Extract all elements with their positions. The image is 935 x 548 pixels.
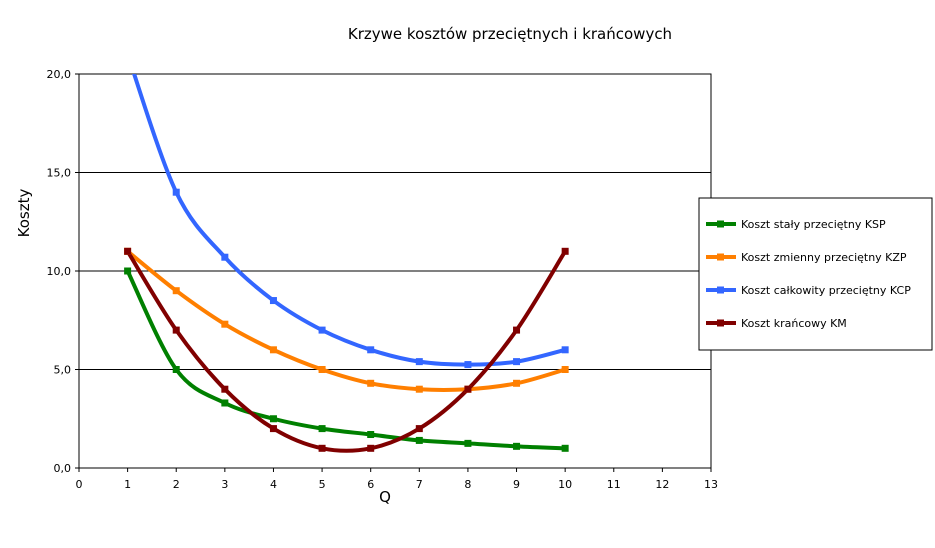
- x-tick-label: 6: [367, 478, 374, 491]
- data-point-marker: [561, 346, 569, 354]
- series-line: [125, 249, 568, 453]
- legend-swatch-marker: [717, 319, 724, 327]
- data-point-marker: [172, 188, 180, 196]
- data-point-marker: [415, 385, 423, 393]
- data-point-marker: [415, 425, 423, 433]
- x-tick-label: 13: [704, 478, 718, 491]
- data-point-marker: [513, 379, 521, 387]
- y-tick-label: 15,0: [47, 167, 72, 180]
- data-point-marker: [221, 253, 229, 261]
- data-point-marker: [367, 431, 375, 439]
- legend-swatch-marker: [717, 286, 724, 294]
- gridlines: [79, 73, 711, 469]
- data-point-marker: [124, 247, 132, 255]
- data-point-marker: [172, 366, 180, 373]
- data-point-marker: [124, 267, 132, 275]
- legend-label: Koszt zmienny przeciętny KZP: [741, 251, 907, 264]
- data-point-marker: [561, 444, 569, 452]
- data-point-marker: [269, 297, 277, 305]
- x-tick-label: 2: [173, 478, 180, 491]
- x-tick-label: 7: [416, 478, 423, 491]
- x-tick-label: 8: [464, 478, 471, 491]
- legend-swatch-marker: [717, 220, 724, 228]
- series-line: [132, 74, 568, 367]
- data-point-marker: [513, 442, 521, 450]
- data-point-marker: [269, 415, 277, 423]
- y-axis-title: Koszty: [15, 189, 33, 238]
- data-point-marker: [221, 320, 229, 328]
- legend-label: Koszt krańcowy KM: [741, 317, 847, 330]
- y-tick-label: 10,0: [47, 265, 72, 278]
- x-tick-label: 1: [124, 478, 131, 491]
- data-point-marker: [561, 366, 569, 373]
- x-tick-label: 11: [607, 478, 621, 491]
- data-point-marker: [318, 444, 326, 452]
- x-tick-label: 9: [513, 478, 520, 491]
- legend: Koszt stały przeciętny KSP Koszt zmienny …: [698, 197, 933, 351]
- data-point-marker: [269, 425, 277, 433]
- data-point-marker: [513, 326, 521, 334]
- chart-title: Krzywe kosztów przeciętnych i krańcowych: [348, 25, 672, 43]
- data-point-marker: [464, 361, 472, 369]
- data-point-marker: [367, 346, 375, 354]
- data-point-marker: [415, 358, 423, 366]
- y-tick-label: 20,0: [47, 68, 72, 81]
- x-tick-label: 0: [76, 478, 83, 491]
- legend-label: Koszt całkowity przeciętny KCP: [741, 284, 911, 297]
- data-point-marker: [415, 436, 423, 444]
- data-point-marker: [221, 385, 229, 393]
- series-markers: [124, 188, 569, 452]
- series-line: [125, 249, 568, 392]
- x-tick-label: 10: [558, 478, 572, 491]
- data-point-marker: [172, 287, 180, 295]
- axis-ticks: 0,05,010,015,020,00 1 2 3 4 5 6 7 8 9 10 11 12 13: [47, 68, 719, 491]
- data-point-marker: [318, 326, 326, 334]
- legend-label: Koszt stały przeciętny KSP: [741, 218, 886, 231]
- data-point-marker: [367, 379, 375, 387]
- legend-box: [698, 197, 933, 351]
- data-point-marker: [464, 385, 472, 393]
- x-tick-label: 3: [221, 478, 228, 491]
- x-tick-label: 5: [319, 478, 326, 491]
- data-point-marker: [561, 247, 569, 255]
- data-point-marker: [367, 444, 375, 452]
- data-point-marker: [318, 366, 326, 373]
- x-tick-label: 4: [270, 478, 277, 491]
- x-tick-label: 12: [655, 478, 669, 491]
- data-point-marker: [513, 358, 521, 366]
- legend-swatch-marker: [717, 253, 724, 261]
- data-point-marker: [318, 425, 326, 433]
- x-axis-title: Q: [379, 488, 391, 506]
- data-point-marker: [221, 399, 229, 407]
- data-point-marker: [269, 346, 277, 354]
- series-lines: [125, 74, 568, 453]
- series-line: [125, 269, 568, 451]
- y-tick-label: 0,0: [54, 462, 72, 475]
- y-tick-label: 5,0: [54, 364, 72, 377]
- data-point-marker: [464, 439, 472, 447]
- data-point-marker: [172, 326, 180, 334]
